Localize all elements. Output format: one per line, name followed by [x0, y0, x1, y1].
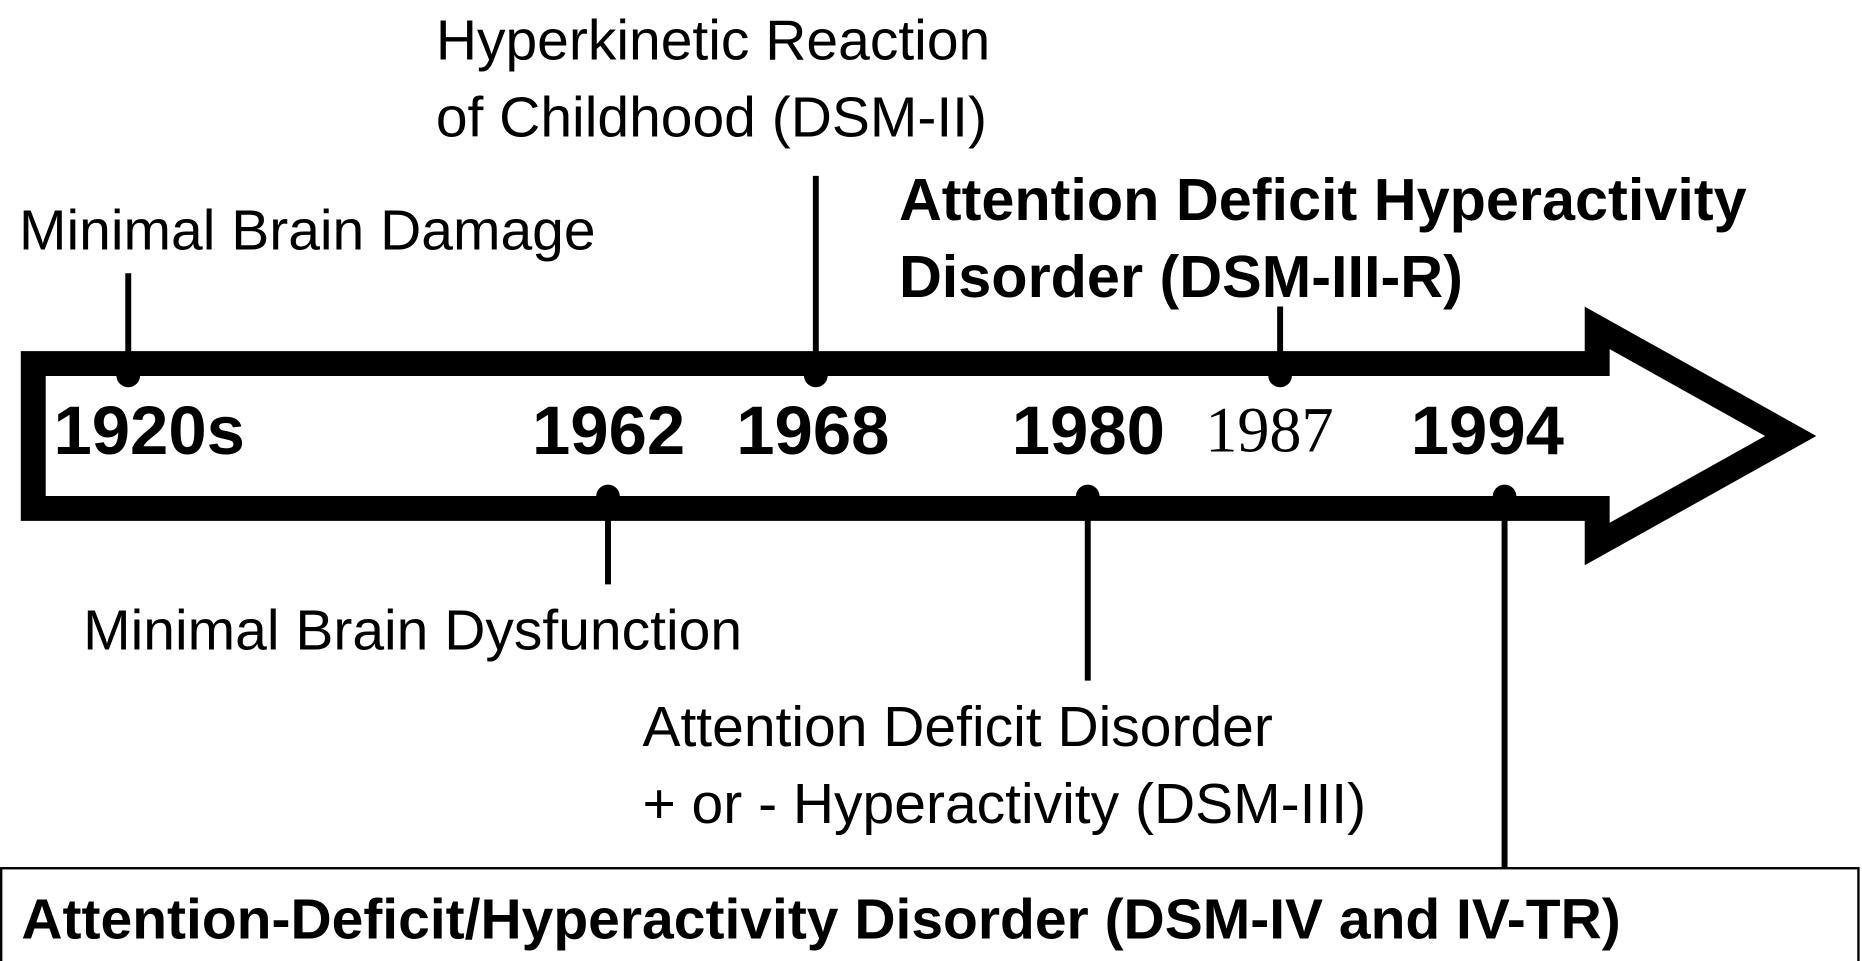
year: 1968 — [736, 392, 889, 469]
connector-dot — [116, 363, 141, 388]
event-label: Minimal Brain Damage — [19, 199, 596, 263]
year: 1987 — [1205, 394, 1333, 465]
timeline-arrow — [20, 306, 1817, 566]
label-line: + or - Hyperactivity (DSM-III) — [642, 772, 1366, 836]
connector-dot — [596, 484, 620, 509]
year: 1994 — [1411, 392, 1564, 469]
label-line: of Childhood (DSM-II) — [436, 86, 987, 150]
label-line: Disorder (DSM-III-R) — [899, 243, 1463, 310]
connector-dot — [1492, 484, 1517, 509]
year: 1920s — [53, 392, 244, 469]
connector-dot — [1268, 363, 1292, 388]
connector-dot — [1075, 484, 1100, 509]
event-label: Attention Deficit Disorder + or - Hypera… — [642, 695, 1366, 836]
label-line: Attention Deficit Hyperactivity — [899, 166, 1747, 233]
label-line: Attention Deficit Disorder — [642, 695, 1272, 759]
year: 1962 — [532, 392, 685, 469]
event-label: Attention Deficit Hyperactivity Disorder… — [899, 166, 1763, 310]
event-label: Hyperkinetic Reaction of Childhood (DSM-… — [436, 9, 1006, 150]
year: 1980 — [1012, 392, 1165, 469]
connector-dot — [803, 363, 828, 388]
label-box — [0, 867, 1860, 961]
event-label: Minimal Brain Dysfunction — [83, 599, 742, 663]
label-line: Hyperkinetic Reaction — [436, 9, 990, 73]
event-label: Attention-Deficit/Hyperactivity Disorder… — [21, 887, 1620, 951]
connectors — [116, 175, 1517, 871]
